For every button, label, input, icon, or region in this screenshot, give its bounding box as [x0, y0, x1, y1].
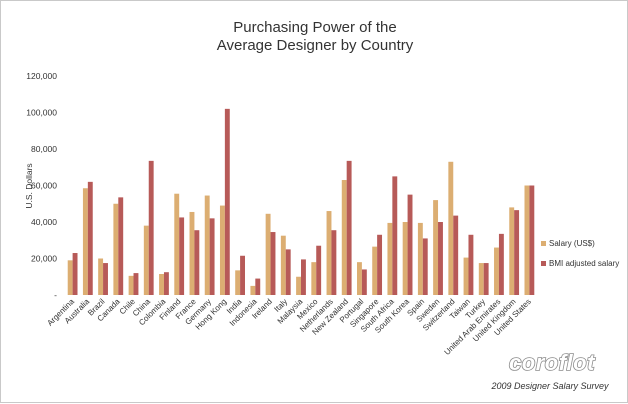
bar-salary — [326, 211, 332, 295]
bar-salary — [341, 180, 347, 295]
bar-bmi — [179, 217, 185, 295]
bar-salary — [235, 270, 241, 295]
legend-label: BMI adjusted salary — [549, 259, 619, 268]
y-tick-label: 40,000 — [31, 217, 57, 227]
legend-label: Salary (US$) — [549, 239, 595, 248]
bar-bmi — [498, 233, 504, 295]
x-axis-labels: ArgentinaAustraliaBrazilCanadaChileChina… — [45, 297, 532, 357]
bar-salary — [67, 260, 73, 295]
bar-bmi — [392, 176, 398, 296]
bar-salary — [113, 203, 119, 295]
bar-salary — [296, 276, 301, 295]
bar-salary — [372, 246, 378, 295]
bar-salary — [143, 225, 149, 295]
bar-bmi — [529, 185, 535, 295]
bar-bmi — [438, 222, 443, 295]
bar-salary — [478, 263, 484, 295]
bar-salary — [509, 207, 515, 295]
bar-bmi — [133, 273, 139, 295]
bar-salary — [128, 275, 134, 295]
legend-swatch — [541, 241, 546, 246]
bar-bmi — [270, 232, 276, 295]
bar-salary — [250, 285, 256, 296]
legend: Salary (US$) BMI adjusted salary — [541, 239, 619, 268]
bar-salary — [463, 257, 469, 295]
bar-salary — [417, 222, 423, 295]
bar-bmi — [72, 253, 78, 295]
bar-bmi — [316, 245, 322, 295]
bar-salary — [98, 258, 104, 295]
bar-salary — [524, 185, 530, 295]
bar-bmi — [301, 259, 306, 295]
bar-salary — [219, 205, 225, 295]
bar-salary — [204, 195, 210, 295]
y-axis-label: U.S. Dollars — [24, 163, 34, 208]
bar-salary — [311, 262, 317, 295]
bar-bmi — [224, 108, 230, 295]
chart-title-line-1: Purchasing Power of the — [233, 19, 396, 36]
bar-salary — [494, 247, 499, 295]
y-tick-label: 80,000 — [31, 144, 57, 154]
y-tick-label: 60,000 — [31, 181, 57, 191]
bar-salary — [448, 161, 454, 295]
bar-bmi — [514, 210, 520, 295]
bar-salary — [433, 200, 439, 295]
y-axis: - 20,000 40,000 60,000 80,000 100,000 120,000 — [26, 71, 57, 300]
bar-salary — [174, 193, 180, 295]
coroflot-logo: coroflot — [509, 350, 596, 375]
survey-caption: 2009 Designer Salary Survey — [490, 381, 609, 391]
bar-bmi — [453, 215, 459, 295]
legend-swatch — [541, 261, 546, 266]
bars-group — [67, 108, 535, 296]
bar-bmi — [331, 230, 337, 295]
y-tick-label: 100,000 — [26, 108, 57, 118]
bar-salary — [357, 262, 362, 295]
chart-title-line-2: Average Designer by Country — [217, 37, 414, 54]
bar-bmi — [163, 272, 169, 295]
bar-bmi — [87, 181, 93, 295]
bar-bmi — [255, 278, 261, 295]
bar-bmi — [361, 269, 367, 295]
bar-salary — [265, 213, 271, 295]
y-tick-label: 20,000 — [31, 254, 57, 264]
bar-salary — [159, 274, 164, 295]
bar-bmi — [209, 218, 215, 295]
bar-salary — [189, 211, 195, 295]
bar-bmi — [483, 263, 489, 295]
bar-bmi — [103, 263, 108, 295]
bar-bmi — [118, 197, 124, 295]
bar-bmi — [468, 234, 474, 295]
y-tick-label: 120,000 — [26, 71, 57, 81]
bar-bmi — [422, 238, 428, 295]
bar-bmi — [194, 230, 200, 295]
bar-bmi — [407, 194, 413, 296]
bar-salary — [387, 222, 393, 295]
bar-bmi — [148, 160, 154, 295]
bar-bmi — [285, 249, 291, 296]
bar-salary — [402, 222, 408, 295]
bar-salary — [280, 235, 286, 295]
y-tick-label: - — [54, 290, 57, 300]
bar-salary — [82, 188, 88, 295]
bar-bmi — [346, 160, 352, 295]
bar-bmi — [377, 234, 383, 295]
bar-bmi — [240, 255, 245, 295]
